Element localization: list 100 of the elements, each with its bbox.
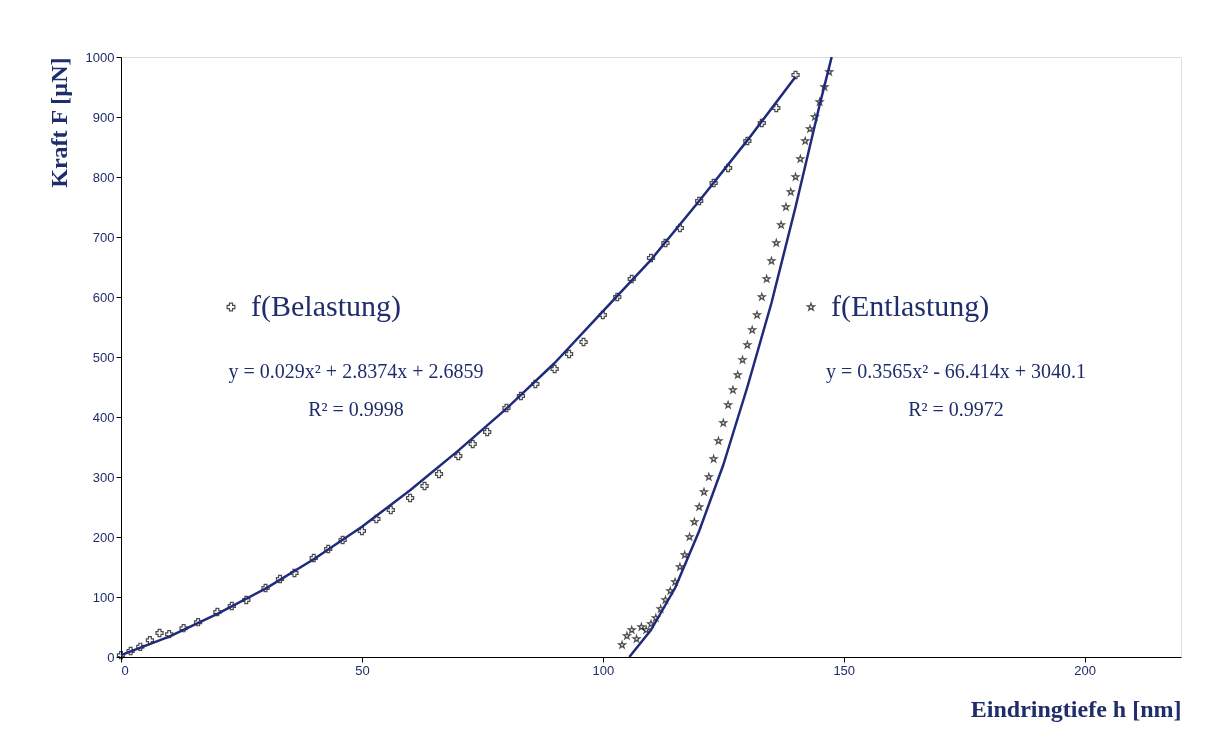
point: [136, 642, 145, 651]
annotation: y = 0.029x² + 2.8374x + 2.6859: [228, 360, 484, 383]
point: [213, 607, 222, 617]
point: [815, 97, 824, 106]
point: [642, 625, 651, 634]
y-tick-label: 200: [92, 529, 115, 545]
point: [675, 223, 685, 233]
point: [516, 391, 526, 401]
point: [261, 583, 270, 593]
y-tick-label: 1000: [85, 49, 115, 65]
point: [753, 310, 761, 319]
point: [791, 70, 800, 80]
point: [791, 172, 800, 181]
point: [550, 364, 559, 374]
point: [646, 253, 656, 263]
x-tick-label: 100: [592, 662, 615, 678]
point: [227, 601, 236, 611]
x-tick-label: 50: [355, 662, 370, 678]
y-tick-label: 300: [92, 469, 115, 485]
point: [723, 163, 733, 173]
y-tick-label: 900: [92, 109, 115, 125]
point: [372, 514, 381, 524]
point: [757, 292, 766, 301]
point: [728, 385, 737, 394]
point: [772, 238, 781, 247]
point: [309, 553, 318, 563]
point: [767, 256, 776, 265]
point: [762, 274, 771, 283]
y-tick-label: 800: [92, 169, 115, 185]
point: [454, 451, 463, 461]
point: [193, 618, 203, 627]
point: [155, 628, 164, 638]
y-tick-label: 0: [107, 649, 115, 665]
point: [613, 292, 622, 302]
point: [531, 379, 540, 389]
point: [781, 202, 790, 211]
point: [709, 454, 718, 463]
point: [242, 595, 251, 605]
point: [733, 370, 742, 379]
legend-label: f(Belastung): [251, 289, 401, 323]
point: [786, 187, 795, 196]
legend-label: f(Entlastung): [831, 289, 990, 323]
point: [690, 517, 699, 526]
point: [777, 220, 786, 229]
point: [405, 493, 415, 503]
point: [796, 154, 805, 163]
point: [719, 418, 728, 427]
point: [656, 604, 665, 613]
point: [661, 595, 670, 604]
point: [695, 502, 704, 511]
point: [290, 568, 299, 578]
point: [564, 349, 574, 359]
x-tick-label: 150: [833, 662, 856, 678]
y-tick-label: 500: [92, 349, 115, 365]
point: [632, 634, 641, 643]
y-tick-label: 700: [92, 229, 115, 245]
point: [502, 403, 511, 413]
point: [743, 136, 752, 146]
x-axis-title: Eindringtiefe h [nm]: [970, 695, 1182, 722]
point: [420, 481, 429, 491]
point: [757, 118, 766, 128]
point: [810, 112, 819, 121]
y-tick-label: 600: [92, 289, 115, 305]
point: [671, 577, 680, 586]
point: [685, 532, 694, 541]
point: [165, 630, 174, 639]
point: [126, 646, 135, 656]
x-tick-label: 200: [1074, 662, 1096, 678]
point: [357, 526, 367, 536]
annotation: R² = 0.9998: [308, 398, 404, 420]
point: [680, 550, 689, 559]
point: [695, 196, 704, 206]
point: [145, 636, 155, 645]
point: [647, 619, 655, 628]
x-tick-label: 0: [121, 662, 129, 678]
annotation: y = 0.3565x² - 66.414x + 3040.1: [825, 360, 1087, 383]
point: [743, 340, 752, 349]
point: [675, 562, 684, 571]
point: [468, 439, 477, 449]
point: [637, 622, 646, 631]
y-axis-title: Kraft F [µN]: [45, 57, 72, 188]
point: [704, 472, 713, 481]
point: [661, 238, 670, 248]
point: [324, 544, 333, 554]
point: [483, 427, 492, 437]
point: [434, 469, 444, 479]
point: [627, 625, 636, 634]
point: [386, 505, 395, 515]
point: [748, 325, 757, 334]
point: [622, 631, 631, 640]
annotation: R² = 0.9972: [908, 398, 1004, 420]
point: [806, 124, 814, 133]
y-tick-label: 400: [92, 409, 115, 425]
point: [709, 178, 718, 188]
point: [338, 535, 347, 545]
point: [579, 337, 588, 347]
point: [275, 574, 285, 584]
point: [724, 400, 733, 409]
y-tick-label: 100: [92, 589, 115, 605]
point: [714, 436, 723, 445]
